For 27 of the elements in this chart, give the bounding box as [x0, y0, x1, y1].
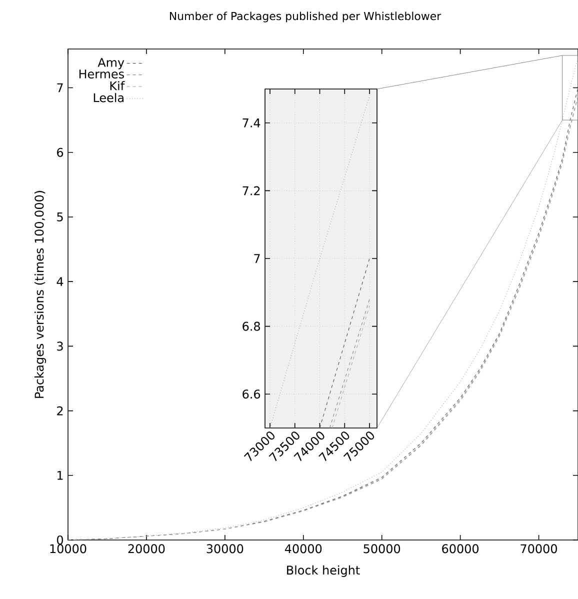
- y-tick-label: 6.6: [242, 390, 260, 399]
- y-tick-label: 5: [57, 212, 63, 222]
- y-tick-label: 1: [58, 471, 63, 480]
- y-tick-label: 7: [254, 254, 260, 263]
- y-tick-label: 6.8: [242, 322, 260, 331]
- chart-title: Number of Packages published per Whistleblower: [170, 12, 442, 22]
- legend-label: Leela: [94, 92, 124, 102]
- y-axis-title: Packages versions (times 100,000): [34, 190, 46, 398]
- y-tick-label: 6: [57, 148, 64, 157]
- y-tick-label: 0: [56, 535, 64, 545]
- y-tick-label: 4: [56, 277, 64, 286]
- legend-label: Hermes: [79, 70, 124, 78]
- x-tick-label: 10000: [50, 544, 86, 554]
- x-tick-label: 20000: [128, 544, 165, 554]
- y-tick-label: 2: [57, 406, 63, 416]
- y-tick-label: 7: [57, 83, 63, 92]
- legend-label: Amy: [98, 58, 124, 70]
- y-tick-label: 3: [57, 342, 63, 351]
- x-tick-label: 40000: [284, 544, 322, 554]
- y-tick-label: 7.2: [242, 186, 260, 196]
- legend-label: Kif: [110, 81, 125, 90]
- x-tick-label: 30000: [206, 544, 244, 554]
- y-tick-label: 7.4: [242, 118, 260, 128]
- x-tick-label: 50000: [364, 544, 400, 554]
- x-tick-label: 70000: [520, 544, 557, 554]
- x-tick-label: 60000: [442, 544, 479, 554]
- x-axis-title: Block height: [287, 565, 360, 577]
